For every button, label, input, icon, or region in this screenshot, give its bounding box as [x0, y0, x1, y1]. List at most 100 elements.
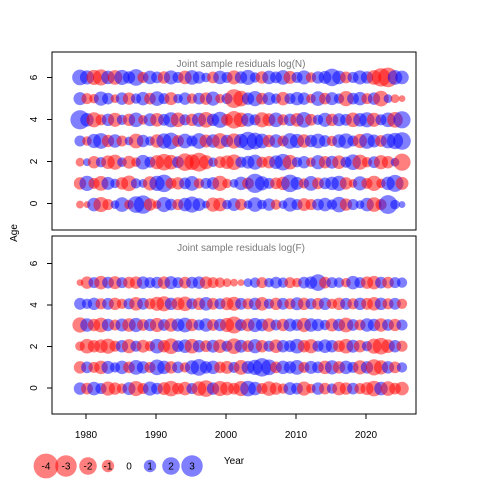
residual-bubble [205, 91, 221, 106]
legend-label: -1 [104, 462, 113, 473]
residual-bubble [339, 177, 353, 190]
residual-bubble [395, 70, 409, 85]
bubbles-log-f [72, 274, 409, 397]
y-tick-label: 0 [29, 385, 40, 391]
residual-bubble [74, 135, 86, 147]
residual-bubble [235, 198, 247, 211]
y-tick-label: 6 [29, 260, 40, 266]
x-tick-label: 2020 [355, 430, 378, 441]
residual-bubble [396, 319, 408, 331]
residual-bubble [247, 197, 263, 212]
residual-bubble [390, 199, 400, 210]
residual-bubble [383, 94, 393, 104]
legend-bubble [33, 453, 59, 479]
residual-bubble [237, 279, 245, 287]
residual-bubble [296, 381, 312, 396]
size-legend: -4 -3 -2 -1 0 1 2 3 [33, 453, 203, 479]
residual-bubble [222, 278, 232, 287]
residual-bubble [270, 199, 282, 210]
residual-bubble [393, 111, 411, 129]
residual-bubble [396, 298, 408, 309]
residual-bubble [102, 199, 114, 211]
panel-title-log-n: Joint sample residuals log(N) [177, 59, 306, 70]
residual-bubble [243, 278, 253, 287]
bubbles-log-n [70, 67, 411, 214]
residual-bubble [398, 201, 406, 208]
y-axis-log-n: 0 2 4 6 [29, 74, 52, 206]
residual-bubble [212, 175, 228, 191]
residual-bubble [366, 175, 382, 191]
residual-bubble [395, 381, 409, 396]
residual-bubble [122, 155, 136, 169]
y-axis-title: Age [9, 224, 20, 242]
residual-bubble [81, 93, 93, 105]
residual-bubble [130, 178, 142, 189]
y-axis-log-f: 0 2 4 6 [29, 260, 52, 391]
residual-bubble [230, 278, 238, 287]
x-axis-log-f: 1980 1990 2000 2010 2020 [75, 414, 378, 441]
residual-bubble [192, 198, 206, 212]
residual-bubble [284, 277, 296, 289]
panel-title-log-f: Joint sample residuals log(F) [177, 243, 305, 254]
plot-frame-log-n [51, 51, 417, 231]
residual-bubble [101, 176, 115, 190]
residual-bubble [373, 90, 389, 107]
legend-label: -3 [62, 462, 71, 473]
y-tick-label: 4 [29, 116, 40, 122]
residual-bubble [128, 112, 144, 128]
residual-bubble [76, 200, 84, 209]
residual-bubble [192, 71, 206, 84]
residual-bubble [378, 195, 398, 214]
residual-bubble [107, 154, 123, 170]
x-tick-label: 2010 [285, 430, 308, 441]
residual-bubble [395, 176, 409, 190]
residual-bubble [256, 277, 268, 289]
y-tick-label: 4 [29, 302, 40, 308]
residual-bubble [297, 155, 311, 169]
plot-frame-log-f [51, 235, 417, 415]
residual-bubble [143, 198, 157, 211]
y-tick-label: 6 [29, 74, 40, 80]
legend-bubble [55, 455, 77, 477]
y-tick-label: 2 [29, 343, 40, 349]
panel-log-f: Joint sample residuals log(F) 0 2 4 6 19… [29, 235, 417, 441]
legend-label: 2 [168, 462, 174, 473]
legend-label: 3 [189, 462, 195, 473]
residual-bubble [396, 340, 408, 352]
x-tick-label: 1990 [145, 430, 168, 441]
residual-bubble [114, 197, 130, 212]
legend-bubble [101, 459, 115, 473]
residual-bubble [347, 199, 359, 211]
residual-bubble [398, 95, 406, 103]
residual-bubble [116, 135, 128, 147]
x-tick-label: 1980 [75, 430, 98, 441]
legend-label: -4 [42, 462, 51, 473]
y-tick-label: 0 [29, 200, 40, 206]
residual-bubble [164, 92, 178, 106]
legend-label: 0 [126, 462, 132, 473]
residual-bubble [198, 155, 214, 170]
panel-log-n: Joint sample residuals log(N) 0 2 4 6 [29, 51, 417, 231]
residual-bubble [214, 277, 226, 288]
residual-bubble [390, 94, 400, 104]
residual-bubble [213, 197, 227, 212]
legend-bubble [181, 455, 203, 477]
residual-bubble [222, 178, 232, 189]
x-axis-title: Year [224, 456, 245, 467]
residual-bubble [333, 277, 345, 288]
residual-bubble [136, 134, 150, 148]
y-tick-label: 2 [29, 158, 40, 164]
legend-label: 1 [147, 462, 153, 473]
residual-bubble [393, 132, 411, 150]
residual-bubble [102, 92, 114, 105]
residual-bubble [75, 157, 85, 167]
legend-label: -2 [84, 462, 93, 473]
x-tick-label: 2000 [215, 430, 238, 441]
residual-bubble [297, 92, 311, 105]
residual-bubble [396, 277, 408, 288]
residual-bubble [396, 362, 408, 373]
legend-bubble [162, 457, 180, 475]
legend-bubble [143, 459, 157, 473]
residual-bubble [393, 153, 411, 171]
